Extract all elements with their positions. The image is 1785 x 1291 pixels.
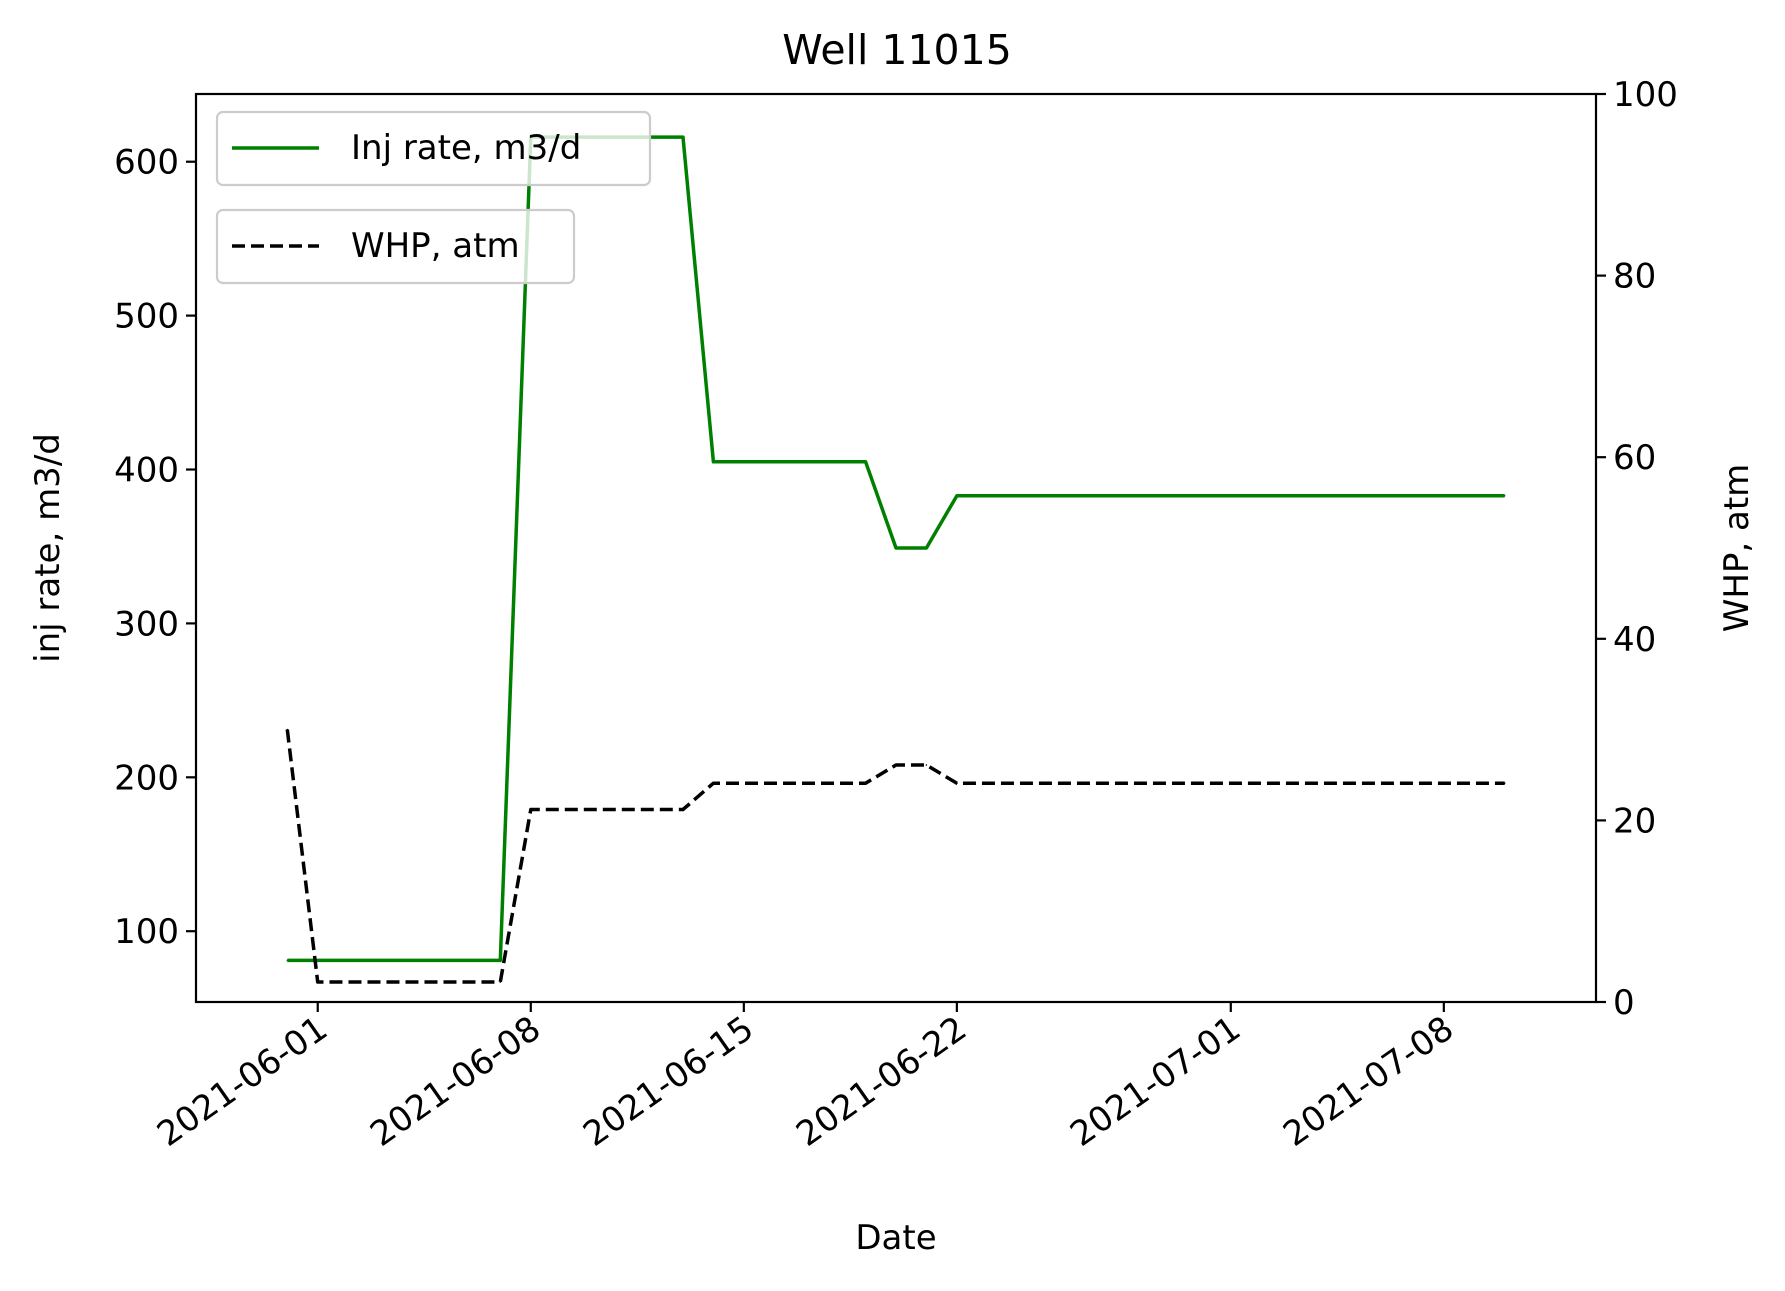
data-point-injrate (925, 547, 928, 549)
legend-box (215, 208, 576, 285)
data-point-whp (469, 981, 471, 983)
legend-label-injrate: Inj rate, m3/d (351, 128, 581, 168)
data-point-whp (286, 728, 289, 731)
y2-tick-label: 60 (1613, 438, 1656, 478)
data-point-whp (925, 764, 928, 766)
y-axis-left-ticks: 100 200 300 400 500 600 (114, 143, 196, 952)
data-point-injrate (864, 461, 867, 463)
y2-tick-label: 100 (1613, 75, 1678, 115)
y2-tick-label: 40 (1613, 620, 1656, 660)
data-point-injrate (286, 959, 289, 962)
data-point-whp (682, 808, 684, 811)
data-point-injrate (682, 136, 684, 138)
y-tick-label: 100 (114, 912, 179, 952)
data-point-whp (316, 981, 319, 983)
y2-tick-label: 80 (1613, 257, 1656, 297)
y-tick-label: 200 (114, 758, 179, 798)
data-point-injrate (712, 461, 715, 463)
y-tick-label: 400 (114, 451, 179, 491)
data-point-whp (530, 808, 532, 811)
y-axis-right-ticks: 0 20 40 60 80 100 (1596, 75, 1678, 1023)
y-axis-right-label: WHP, atm (1717, 464, 1757, 633)
x-axis-label: Date (855, 1218, 936, 1258)
data-point-whp (895, 764, 897, 766)
data-point-injrate (1503, 494, 1506, 497)
data-point-injrate (499, 959, 502, 962)
legend-whp: WHP, atm (215, 208, 576, 285)
y2-tick-label: 20 (1613, 801, 1656, 841)
data-point-whp (864, 782, 867, 784)
data-point-injrate (895, 547, 897, 549)
data-point-injrate (469, 959, 471, 962)
y-tick-label: 600 (114, 143, 179, 183)
chart-title: Well 11015 (782, 26, 1012, 74)
data-point-injrate (651, 136, 654, 138)
y2-tick-label: 0 (1613, 983, 1635, 1023)
y-axis-left-label: inj rate, m3/d (28, 433, 68, 663)
legend-label-whp: WHP, atm (351, 226, 520, 266)
data-point-whp (712, 782, 715, 784)
y-tick-label: 500 (114, 297, 179, 337)
plot-frame (194, 92, 1598, 1004)
legend-injrate: Inj rate, m3/d (215, 110, 652, 187)
data-point-injrate (956, 494, 958, 497)
data-point-injrate (316, 959, 319, 962)
data-point-whp (651, 808, 654, 811)
y-tick-label: 300 (114, 604, 179, 644)
data-point-whp (1503, 782, 1506, 784)
data-point-whp (956, 782, 958, 784)
data-point-whp (499, 981, 502, 983)
legend-box (215, 110, 652, 187)
